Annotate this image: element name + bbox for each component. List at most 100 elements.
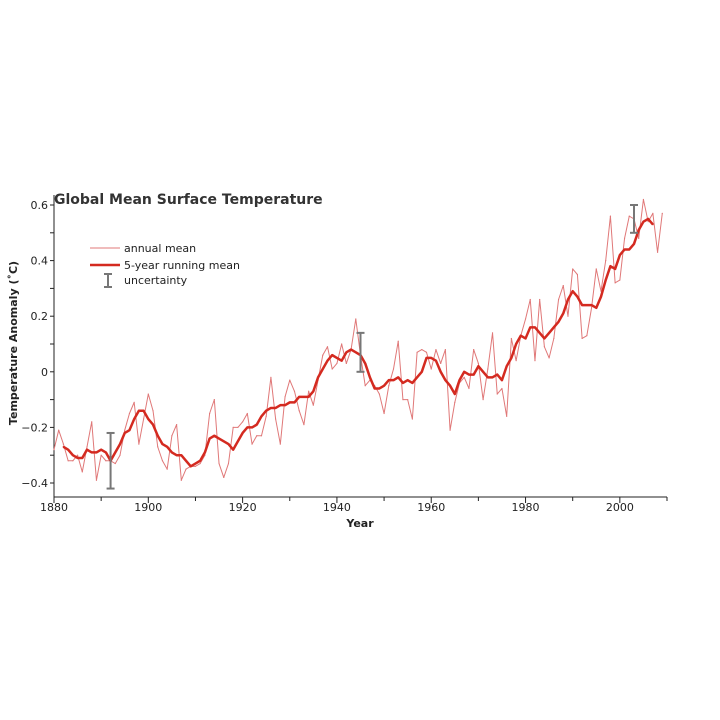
y-ticks: −0.4 −0.2 0 0.2 0.4 0.6 [21,199,54,490]
running-mean-point [241,432,244,434]
annual-mean-point [392,368,395,370]
running-mean-point [114,451,117,454]
annual-mean-point [209,412,211,415]
running-mean-point [439,371,442,373]
annual-mean-point [81,471,83,473]
annual-mean-point [256,435,258,437]
running-mean-point [72,454,74,457]
annual-mean-point [407,399,409,401]
annual-mean-point [557,298,560,301]
running-mean-point [265,409,267,412]
running-mean-point [86,448,88,451]
annual-mean-point [199,462,201,465]
running-mean-series [62,217,654,468]
running-mean-point [581,304,583,306]
annual-mean-point [496,393,498,395]
annual-mean-point [322,354,324,356]
running-mean-point [435,359,437,362]
annual-mean-point [425,351,428,353]
running-mean-point [123,432,126,434]
running-mean-point [406,379,409,381]
annual-mean-point [53,449,55,451]
running-mean-point [373,387,376,390]
x-ticks: 1880 1900 1920 1940 1960 1980 2000 [40,497,668,514]
annual-mean-point [491,332,494,334]
running-mean-point [321,368,324,370]
annual-mean-point [421,348,423,351]
legend-uncertainty-label: uncertainty [124,274,188,287]
x-tick-label: 1980 [512,501,540,514]
annual-mean-point [529,298,531,301]
y-tick-label: 0 [41,366,48,379]
running-mean-point [138,409,140,412]
running-mean-point [397,376,400,379]
running-mean-point [510,357,513,359]
annual-mean-point [510,337,512,340]
annual-mean-point [449,429,451,431]
running-mean-point [340,359,343,362]
running-mean-point [458,379,461,381]
annual-mean-point [614,282,616,284]
annual-mean-point [576,273,579,276]
running-mean-point [576,295,579,298]
running-mean-point [90,451,93,454]
legend-uncertainty-swatch [104,273,112,288]
running-mean-point [416,376,418,379]
running-mean-point [354,351,357,354]
annual-mean-point [515,360,517,362]
running-mean-point [609,265,612,267]
running-mean-point [293,401,296,404]
annual-mean-point [91,421,93,423]
annual-mean-point [539,298,541,301]
running-mean-point [487,376,489,379]
annual-mean-point [652,212,654,214]
running-mean-point [586,304,588,306]
running-mean-point [628,248,631,251]
annual-mean-point [218,462,220,465]
running-mean-point [454,393,456,395]
running-mean-point [496,373,499,376]
running-mean-point [538,332,541,334]
running-mean-point [288,401,291,404]
running-mean-point [421,371,423,373]
running-mean-point [614,268,616,270]
annual-mean-point [223,476,225,479]
running-mean-point [472,373,475,376]
x-tick-label: 1940 [323,501,351,514]
annual-mean-point [227,462,230,465]
annual-mean-point [605,260,607,262]
running-mean-point [270,407,272,409]
annual-mean-point [647,221,649,223]
running-mean-point [213,434,216,437]
annual-mean-point [124,429,126,431]
annual-mean-point [105,460,107,462]
annual-mean-point [194,465,197,467]
running-mean-line [62,217,654,468]
annual-mean-point [402,399,404,401]
running-mean-point [105,451,107,454]
annual-mean-point [119,454,121,456]
annual-mean-point [166,468,168,470]
annual-mean-point [345,362,347,365]
annual-mean-point [133,401,135,403]
running-mean-point [95,451,98,454]
annual-mean-point [260,435,263,437]
running-mean-point [194,462,197,465]
x-tick-label: 2000 [606,501,634,514]
running-mean-point [227,443,230,445]
running-mean-point [501,379,503,381]
annual-mean-point [58,429,60,431]
annual-mean-point [147,393,149,395]
annual-mean-point [642,198,645,201]
running-mean-point [218,437,220,440]
annual-mean-point [619,279,621,281]
running-mean-point [652,223,654,226]
x-tick-label: 1960 [417,501,445,514]
running-mean-point [307,396,310,398]
annual-mean-point [411,418,413,420]
running-mean-point [633,243,635,245]
annual-mean-point [572,268,574,270]
annual-mean-point [656,251,659,253]
running-mean-point [81,457,84,459]
